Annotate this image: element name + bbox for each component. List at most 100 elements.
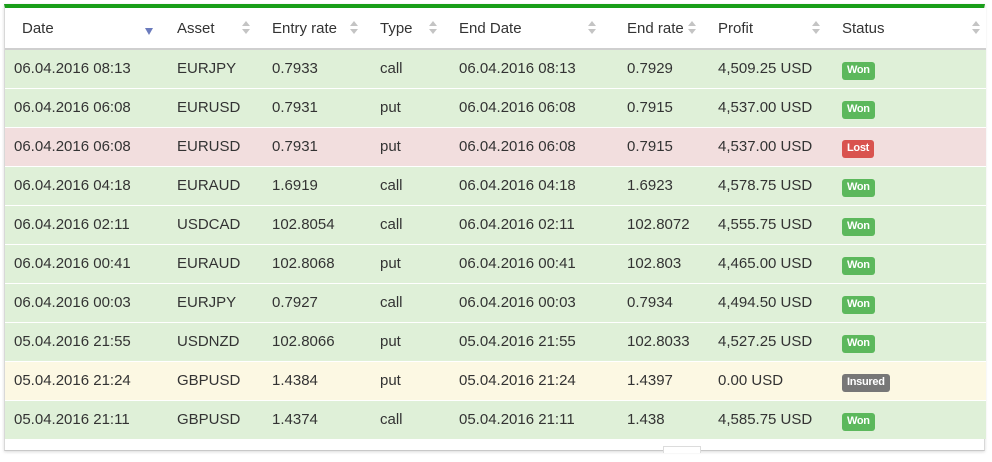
table-body: 06.04.2016 08:13 EURJPY 0.7933 call 06.04.20… bbox=[5, 48, 986, 439]
cell-date: 06.04.2016 06:08 bbox=[5, 126, 161, 166]
cell-end-rate: 1.4397 bbox=[602, 360, 702, 400]
table-row[interactable]: 05.04.2016 21:11 GBPUSD 1.4374 call 05.04.20… bbox=[5, 399, 986, 439]
cell-date: 05.04.2016 21:24 bbox=[5, 360, 161, 400]
cell-asset: EURUSD bbox=[161, 126, 256, 166]
cell-date: 06.04.2016 06:08 bbox=[5, 87, 161, 127]
cell-profit: 4,537.00 USD bbox=[702, 126, 826, 166]
cell-end-rate: 0.7929 bbox=[602, 48, 702, 88]
cell-end-date: 06.04.2016 08:13 bbox=[443, 48, 602, 88]
cell-end-date: 05.04.2016 21:11 bbox=[443, 399, 602, 439]
column-header-label: Entry rate bbox=[272, 19, 338, 37]
cell-entry-rate: 1.4384 bbox=[256, 360, 364, 400]
cell-end-date: 06.04.2016 00:03 bbox=[443, 282, 602, 322]
column-header-entry-rate[interactable]: Entry rate bbox=[256, 8, 364, 50]
cell-end-rate: 102.8033 bbox=[602, 321, 702, 361]
cell-profit: 4,465.00 USD bbox=[702, 243, 826, 283]
column-header-status[interactable]: Status bbox=[826, 8, 986, 50]
cell-end-date: 06.04.2016 06:08 bbox=[443, 126, 602, 166]
cell-end-rate: 0.7915 bbox=[602, 126, 702, 166]
cell-entry-rate: 0.7931 bbox=[256, 87, 364, 127]
cell-entry-rate: 102.8068 bbox=[256, 243, 364, 283]
cell-date: 05.04.2016 21:11 bbox=[5, 399, 161, 439]
cell-asset: GBPUSD bbox=[161, 360, 256, 400]
table-row[interactable]: 06.04.2016 08:13 EURJPY 0.7933 call 06.04.20… bbox=[5, 48, 986, 88]
cell-date: 06.04.2016 02:11 bbox=[5, 204, 161, 244]
cell-entry-rate: 1.4374 bbox=[256, 399, 364, 439]
cell-asset: EURJPY bbox=[161, 282, 256, 322]
column-header-label: Asset bbox=[177, 19, 215, 37]
table-row[interactable]: 06.04.2016 04:18 EURAUD 1.6919 call 06.04.20… bbox=[5, 165, 986, 205]
column-header-end-date[interactable]: End Date bbox=[443, 8, 602, 50]
column-header-date[interactable]: Date bbox=[5, 8, 161, 50]
status-badge: Lost bbox=[842, 139, 875, 158]
column-header-label: Type bbox=[380, 19, 413, 37]
sort-icon[interactable] bbox=[972, 21, 980, 35]
cell-type: put bbox=[364, 126, 443, 166]
cell-end-date: 06.04.2016 00:41 bbox=[443, 243, 602, 283]
cell-entry-rate: 102.8054 bbox=[256, 204, 364, 244]
cell-date: 06.04.2016 04:18 bbox=[5, 165, 161, 205]
table-row[interactable]: 06.04.2016 00:03 EURJPY 0.7927 call 06.04.20… bbox=[5, 282, 986, 322]
cell-entry-rate: 0.7933 bbox=[256, 48, 364, 88]
table-header-row: Date Asset Entry rate Type End Date bbox=[5, 8, 986, 50]
sort-icon[interactable] bbox=[688, 21, 696, 35]
cell-entry-rate: 0.7931 bbox=[256, 126, 364, 166]
column-header-asset[interactable]: Asset bbox=[161, 8, 256, 50]
cell-end-date: 05.04.2016 21:24 bbox=[443, 360, 602, 400]
cell-status: Won bbox=[826, 399, 986, 439]
cell-type: put bbox=[364, 87, 443, 127]
cell-status: Insured bbox=[826, 360, 986, 400]
cell-end-rate: 1.438 bbox=[602, 399, 702, 439]
status-badge: Won bbox=[842, 256, 875, 275]
sort-descending-icon[interactable] bbox=[145, 28, 153, 35]
column-header-label: Status bbox=[842, 19, 885, 37]
status-badge: Won bbox=[842, 178, 875, 197]
cell-end-date: 06.04.2016 06:08 bbox=[443, 87, 602, 127]
cell-type: put bbox=[364, 321, 443, 361]
cell-type: put bbox=[364, 360, 443, 400]
cell-profit: 4,585.75 USD bbox=[702, 399, 826, 439]
cell-date: 06.04.2016 00:41 bbox=[5, 243, 161, 283]
sort-icon[interactable] bbox=[429, 21, 437, 35]
table-row[interactable]: 05.04.2016 21:55 USDNZD 102.8066 put 05.04.2… bbox=[5, 321, 986, 361]
cell-asset: EURUSD bbox=[161, 87, 256, 127]
horizontal-scroll-handle[interactable] bbox=[663, 446, 701, 453]
cell-type: put bbox=[364, 243, 443, 283]
cell-type: call bbox=[364, 48, 443, 88]
table-row[interactable]: 06.04.2016 06:08 EURUSD 0.7931 put 06.04.201… bbox=[5, 126, 986, 166]
cell-asset: GBPUSD bbox=[161, 399, 256, 439]
cell-end-rate: 102.803 bbox=[602, 243, 702, 283]
column-header-profit[interactable]: Profit bbox=[702, 8, 826, 50]
status-badge: Insured bbox=[842, 373, 890, 392]
column-header-type[interactable]: Type bbox=[364, 8, 443, 50]
table-row[interactable]: 06.04.2016 06:08 EURUSD 0.7931 put 06.04.201… bbox=[5, 87, 986, 127]
column-header-end-rate[interactable]: End rate bbox=[602, 8, 702, 50]
cell-end-rate: 102.8072 bbox=[602, 204, 702, 244]
cell-asset: USDCAD bbox=[161, 204, 256, 244]
cell-end-date: 06.04.2016 04:18 bbox=[443, 165, 602, 205]
table-row[interactable]: 06.04.2016 00:41 EURAUD 102.8068 put 06.04.2… bbox=[5, 243, 986, 283]
column-header-label: Profit bbox=[718, 19, 754, 37]
cell-type: call bbox=[364, 399, 443, 439]
cell-profit: 4,555.75 USD bbox=[702, 204, 826, 244]
cell-date: 06.04.2016 08:13 bbox=[5, 48, 161, 88]
cell-end-rate: 0.7934 bbox=[602, 282, 702, 322]
sort-icon[interactable] bbox=[242, 21, 250, 35]
table-row[interactable]: 05.04.2016 21:24 GBPUSD 1.4384 put 05.04.201… bbox=[5, 360, 986, 400]
cell-asset: EURAUD bbox=[161, 243, 256, 283]
table-row[interactable]: 06.04.2016 02:11 USDCAD 102.8054 call 06.04.… bbox=[5, 204, 986, 244]
cell-end-date: 05.04.2016 21:55 bbox=[443, 321, 602, 361]
cell-asset: USDNZD bbox=[161, 321, 256, 361]
cell-type: call bbox=[364, 165, 443, 205]
cell-status: Won bbox=[826, 321, 986, 361]
status-badge: Won bbox=[842, 217, 875, 236]
cell-status: Won bbox=[826, 87, 986, 127]
cell-entry-rate: 1.6919 bbox=[256, 165, 364, 205]
status-badge: Won bbox=[842, 295, 875, 314]
sort-icon[interactable] bbox=[350, 21, 358, 35]
cell-status: Won bbox=[826, 282, 986, 322]
cell-end-rate: 1.6923 bbox=[602, 165, 702, 205]
sort-icon[interactable] bbox=[588, 21, 596, 35]
cell-status: Won bbox=[826, 204, 986, 244]
sort-icon[interactable] bbox=[812, 21, 820, 35]
